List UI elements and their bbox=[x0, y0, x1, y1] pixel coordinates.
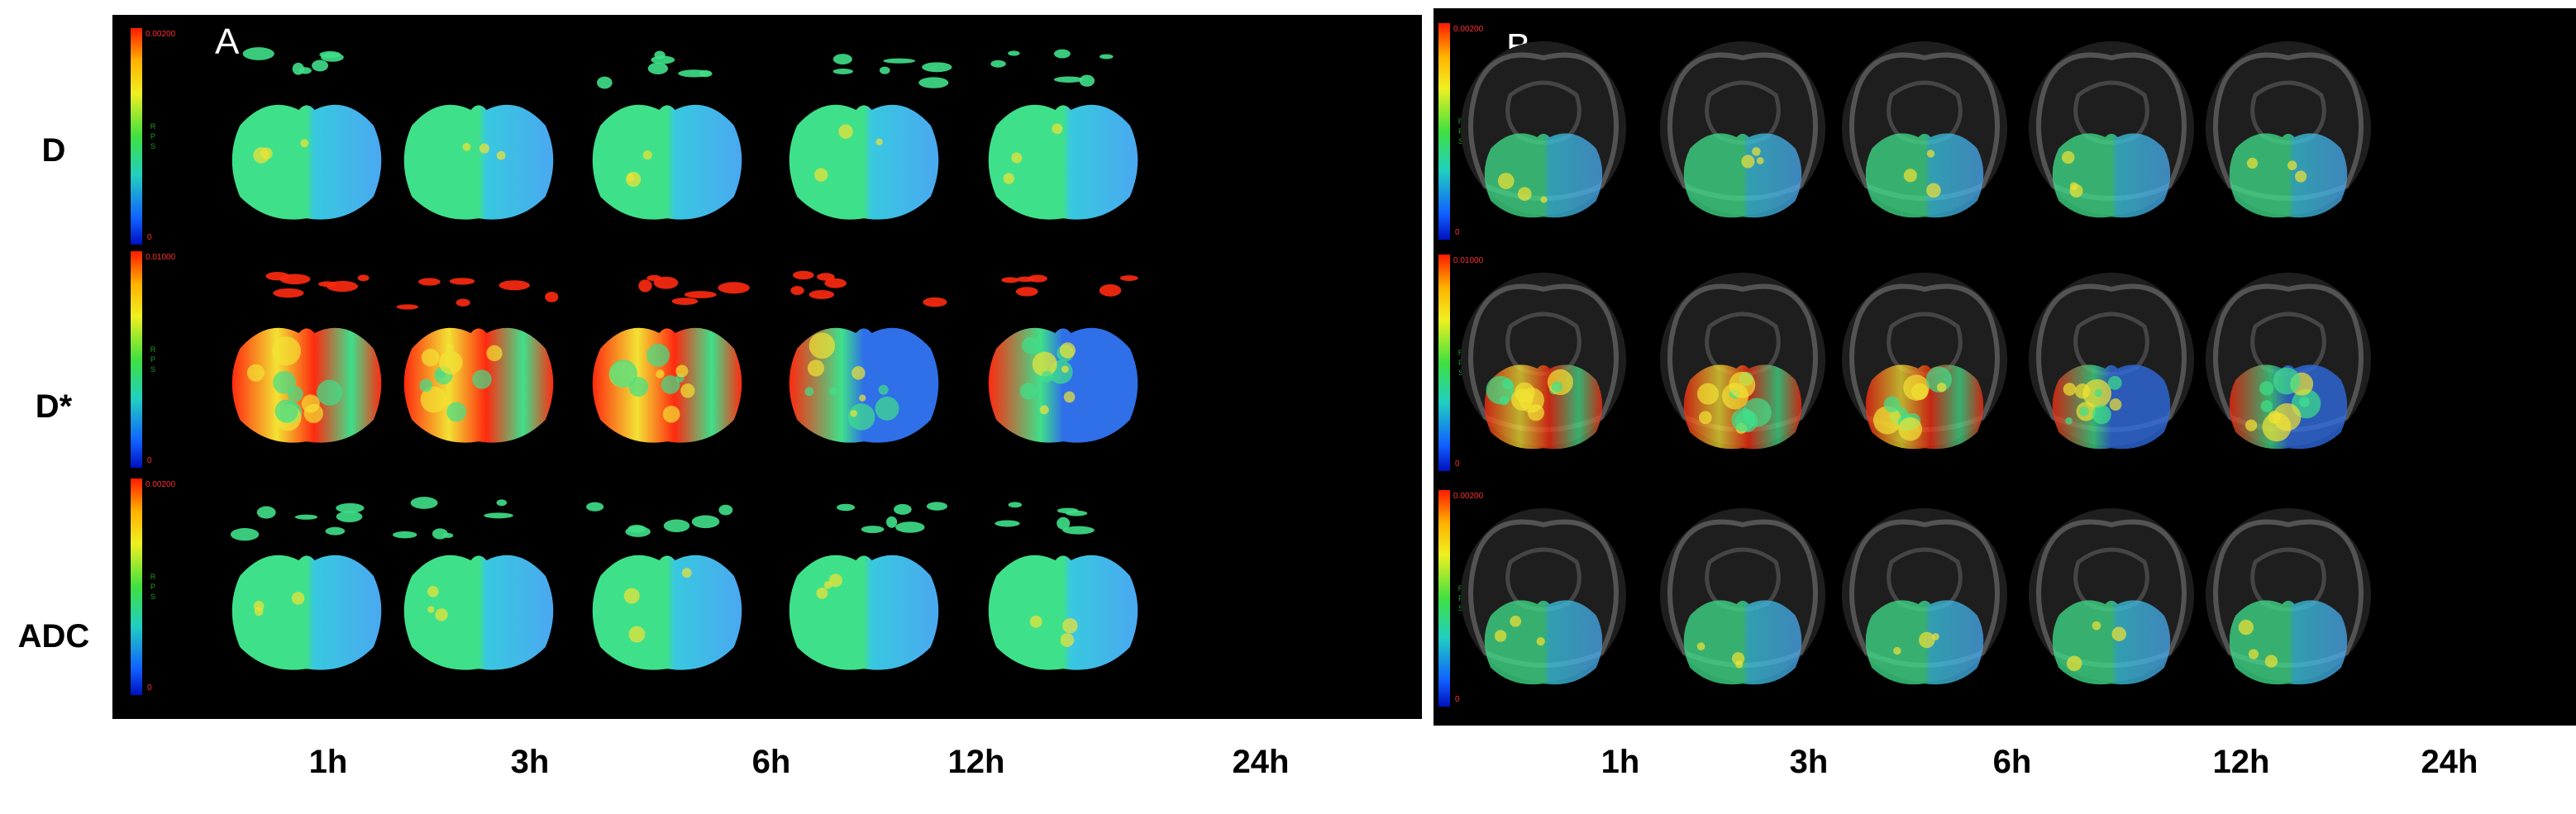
a-map-adc-3h bbox=[388, 486, 570, 701]
b-map-adc-6h bbox=[1834, 496, 2015, 711]
b-map-d-3h bbox=[1652, 29, 1834, 244]
panel-a-colorbar-max-label: 0.00200 bbox=[145, 480, 176, 489]
b-map-d-12h bbox=[2020, 29, 2202, 244]
column-label-b-24h: 24h bbox=[2421, 744, 2478, 780]
a-map-d-12h bbox=[773, 36, 955, 250]
panel-a-colorbar-max-label: 0.00200 bbox=[145, 30, 176, 39]
panel-b-colorbar-row3 bbox=[1438, 490, 1450, 707]
panel-b-colorbar-max-label: 0.00200 bbox=[1453, 25, 1484, 34]
b-map-d-star-12h bbox=[2020, 260, 2202, 475]
panel-a-colorbar-row2 bbox=[131, 251, 142, 468]
a-map-d-star-12h bbox=[773, 259, 955, 474]
column-label-b-12h: 12h bbox=[2212, 744, 2270, 780]
row-label-d-star: D* bbox=[35, 388, 73, 425]
a-map-adc-12h bbox=[773, 486, 955, 701]
a-map-d-24h bbox=[972, 36, 1154, 250]
panel-a-letter: A bbox=[215, 21, 240, 62]
a-map-adc-6h bbox=[576, 486, 758, 701]
a-map-d-6h bbox=[576, 36, 758, 250]
panel-b-colorbar-max-label: 0.00200 bbox=[1453, 492, 1484, 501]
b-map-d-star-24h bbox=[2197, 260, 2379, 475]
a-map-d-3h bbox=[388, 36, 570, 250]
panel-b-colorbar-max-label: 0.01000 bbox=[1453, 256, 1484, 265]
b-map-d-star-3h bbox=[1652, 260, 1834, 475]
panel-b-colorbar-row2 bbox=[1438, 255, 1450, 471]
panel-b-colorbar-row1 bbox=[1438, 23, 1450, 240]
panel-a-parametric-maps: A 0.00200 0 R P S 0.01000 0 R P S 0.00200 0 R P S bbox=[112, 15, 1422, 719]
a-map-d-star-6h bbox=[576, 259, 758, 474]
panel-a-colorbar-row1 bbox=[131, 28, 142, 245]
panel-b-colorbar-min-label: 0 bbox=[1455, 459, 1460, 469]
b-map-adc-3h bbox=[1652, 496, 1834, 711]
b-map-adc-1h bbox=[1453, 496, 1634, 711]
column-label-a-24h: 24h bbox=[1232, 744, 1290, 780]
b-map-d-star-6h bbox=[1834, 260, 2015, 475]
b-map-d-1h bbox=[1453, 29, 1634, 244]
b-map-d-star-1h bbox=[1453, 260, 1634, 475]
column-label-a-3h: 3h bbox=[510, 744, 550, 780]
panel-b-colorbar-min-label: 0 bbox=[1455, 695, 1460, 704]
row-label-d: D bbox=[41, 132, 66, 169]
column-label-b-1h: 1h bbox=[1600, 744, 1640, 780]
panel-a-colorbar-max-label: 0.01000 bbox=[145, 253, 176, 262]
a-map-adc-1h bbox=[216, 486, 398, 701]
panel-a-colorbar-min-label: 0 bbox=[147, 683, 152, 693]
panel-a-colorbar-min-label: 0 bbox=[147, 456, 152, 465]
b-map-d-24h bbox=[2197, 29, 2379, 244]
column-label-a-12h: 12h bbox=[947, 744, 1005, 780]
column-label-b-6h: 6h bbox=[1992, 744, 2032, 780]
column-label-b-3h: 3h bbox=[1789, 744, 1829, 780]
a-map-d-star-1h bbox=[216, 259, 398, 474]
b-map-adc-12h bbox=[2020, 496, 2202, 711]
panel-b-colorbar-min-label: 0 bbox=[1455, 228, 1460, 237]
a-map-d-1h bbox=[216, 36, 398, 250]
b-map-adc-24h bbox=[2197, 496, 2379, 711]
a-map-adc-24h bbox=[972, 486, 1154, 701]
panel-a-colorbar-row3 bbox=[131, 478, 142, 695]
a-map-d-star-24h bbox=[972, 259, 1154, 474]
row-label-adc: ADC bbox=[17, 618, 90, 655]
b-map-d-6h bbox=[1834, 29, 2015, 244]
panel-a-colorbar-min-label: 0 bbox=[147, 233, 152, 242]
column-label-a-1h: 1h bbox=[308, 744, 348, 780]
column-label-a-6h: 6h bbox=[751, 744, 791, 780]
a-map-d-star-3h bbox=[388, 259, 570, 474]
